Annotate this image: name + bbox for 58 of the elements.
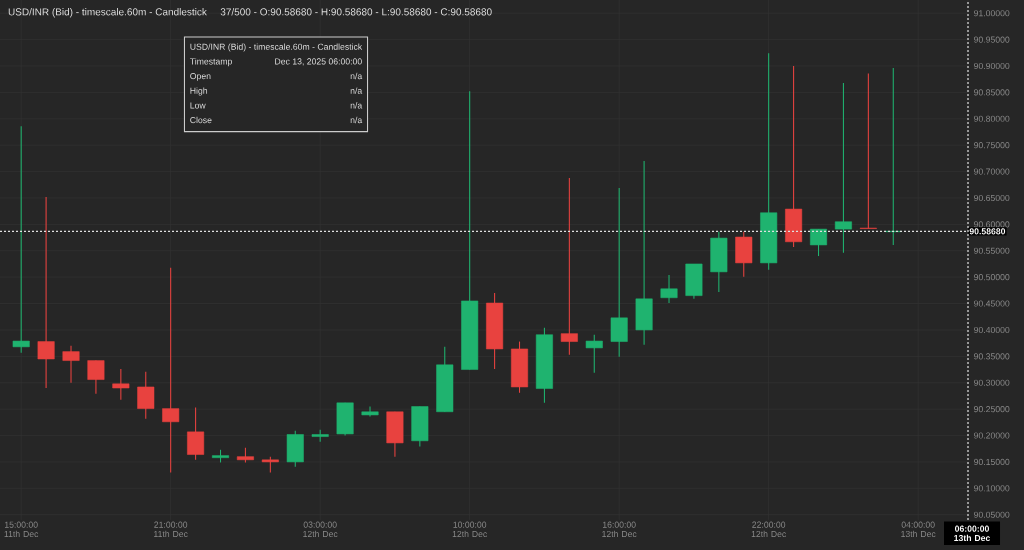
y-tick-label: 90.40000 — [974, 326, 1010, 334]
y-tick-label: 90.65000 — [974, 194, 1010, 202]
ref-line-label: 90.58680 — [969, 228, 1006, 235]
annotation: Timestamp — [189, 58, 232, 67]
y-tick-label: 90.90000 — [974, 62, 1010, 70]
x-tick-label: 10:00:00 12th Dec — [452, 521, 488, 538]
candlestick — [810, 228, 827, 257]
annotation: n/a — [350, 116, 363, 124]
candlestick — [112, 368, 130, 401]
candlestick — [560, 177, 578, 356]
y-tick-label: 90.75000 — [974, 142, 1010, 149]
candlestick — [62, 345, 80, 384]
x-tick-label: 04:00:00 13th Dec — [901, 521, 936, 538]
candlestick — [610, 187, 628, 358]
annotation: Open — [190, 73, 211, 81]
y-tick-label: 90.20000 — [974, 432, 1010, 439]
y-tick-label: 90.45000 — [974, 300, 1010, 307]
y-tick-label: 90.85000 — [974, 89, 1010, 96]
candlestick — [834, 82, 852, 254]
y-tick-label: 90.95000 — [974, 36, 1010, 43]
annotation: n/a — [350, 72, 363, 80]
text: 37/500 - O:90.58680 - H:90.58680 - L:90.58680 - C:90.58680 — [220, 8, 492, 16]
candlestick — [187, 407, 205, 461]
y-tick-label: 90.30000 — [974, 379, 1010, 386]
x-tick-label: 15:00:00 11th Dec — [4, 521, 39, 538]
x-tick-label: 03:00:00 12th Dec — [303, 521, 338, 538]
text: USD/INR (Bid) - timescale.60m - Candlestick — [8, 8, 207, 18]
annotation: n/a — [350, 87, 363, 94]
candlestick — [361, 405, 379, 418]
candlestick — [87, 360, 105, 395]
x-tick-label: 06:00:00 13th Dec — [954, 525, 991, 542]
candlestick — [859, 72, 877, 230]
y-tick-label: 90.80000 — [974, 115, 1010, 122]
annotation: Low — [190, 102, 206, 109]
annotation: Close — [190, 116, 212, 124]
y-tick-label: 90.35000 — [974, 353, 1010, 360]
x-tick-label: 16:00:00 12th Dec — [602, 521, 637, 538]
x-tick-label: 22:00:00 12th Dec — [751, 521, 787, 538]
annotation: USD/INR (Bid) - timescale.60m - Candlestick — [190, 43, 363, 52]
y-tick-label: 90.25000 — [974, 406, 1010, 413]
y-tick-label: 90.10000 — [974, 485, 1010, 492]
candlestick — [37, 196, 55, 389]
x-tick-label: 21:00:00 11th Dec — [154, 521, 188, 538]
y-tick-label: 90.15000 — [974, 458, 1010, 465]
y-tick-label: 90.60000 — [974, 221, 1010, 228]
candlestick — [12, 125, 30, 354]
candlestick — [162, 267, 180, 474]
candlestick — [137, 371, 155, 420]
y-tick-label: 90.55000 — [974, 247, 1010, 254]
annotation: Dec 13, 2025 06:00:00 — [275, 58, 362, 66]
annotation: High — [190, 87, 208, 96]
y-tick-label: 90.05000 — [974, 511, 1010, 518]
candlestick — [660, 274, 678, 304]
y-tick-label: 90.70000 — [974, 168, 1010, 175]
y-tick-label: 91.00000 — [974, 10, 1010, 17]
candlestick — [585, 334, 603, 374]
annotation: n/a — [350, 102, 363, 109]
y-tick-label: 90.50000 — [974, 274, 1010, 281]
